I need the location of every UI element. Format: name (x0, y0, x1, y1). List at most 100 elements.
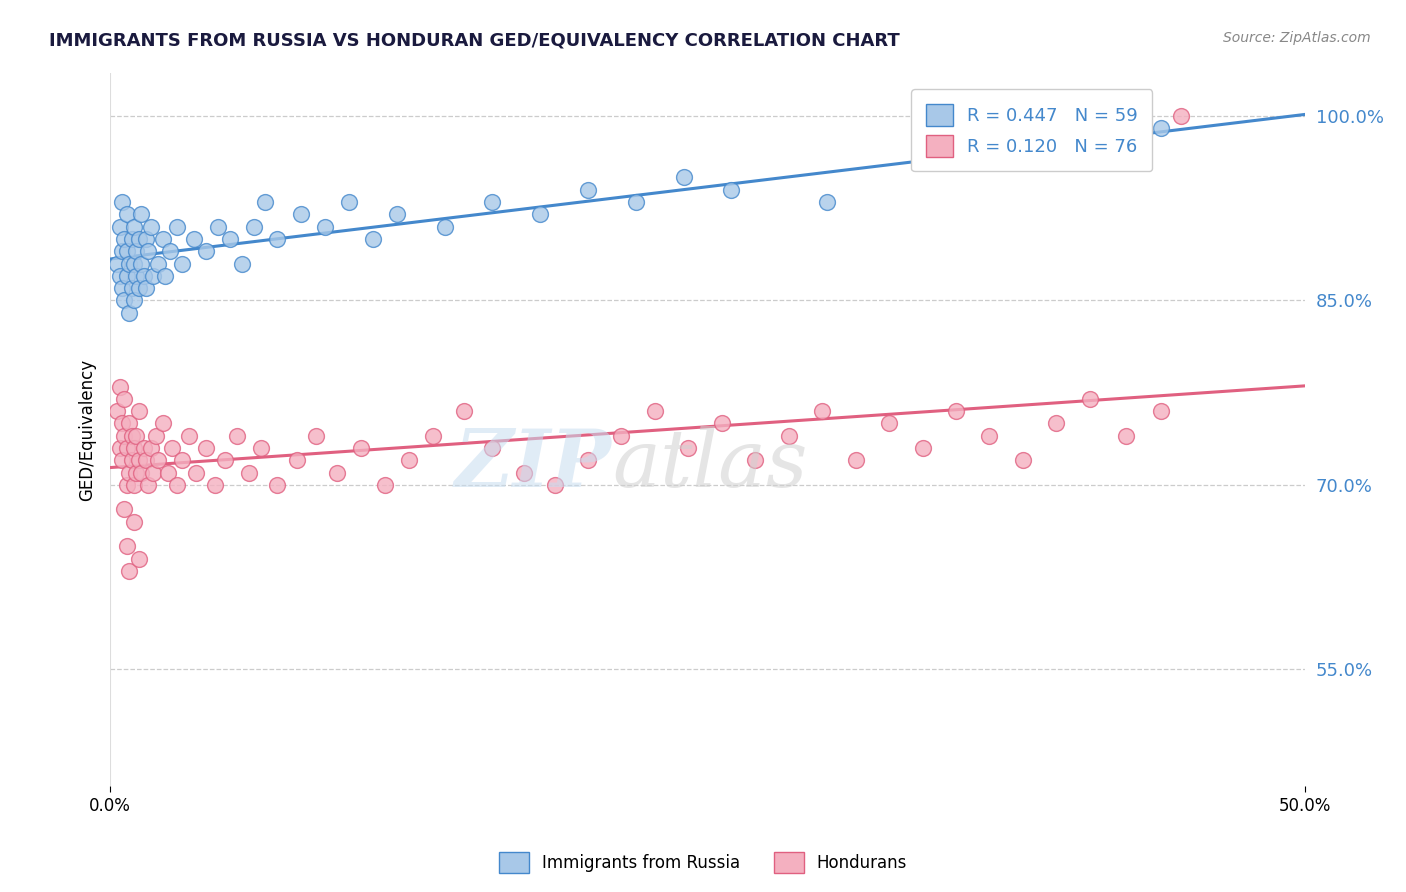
Point (129, 256, 152, 270)
Point (815, 195, 838, 210)
Point (945, 404, 967, 418)
Point (115, 268, 138, 283)
Point (231, 256, 253, 270)
Point (225, 428, 247, 442)
Point (118, 256, 141, 270)
Point (433, 219, 456, 234)
Point (115, 244, 138, 259)
Point (238, 466, 260, 480)
Point (111, 281, 134, 295)
Legend: R = 0.447   N = 59, R = 0.120   N = 76: R = 0.447 N = 59, R = 0.120 N = 76 (911, 89, 1153, 171)
Point (1045, 417, 1067, 431)
Point (108, 379, 131, 393)
Point (512, 466, 534, 480)
Point (135, 453, 157, 467)
Point (146, 256, 169, 270)
Point (142, 268, 165, 283)
Point (125, 244, 148, 259)
Point (979, 428, 1001, 442)
Point (170, 453, 193, 467)
Point (1115, 428, 1137, 442)
Point (672, 170, 695, 185)
Point (125, 268, 148, 283)
Point (139, 219, 162, 234)
Point (720, 183, 742, 197)
Point (111, 417, 134, 431)
Point (152, 417, 174, 431)
Point (108, 441, 131, 455)
Point (610, 428, 633, 442)
Point (644, 404, 666, 418)
Point (128, 404, 150, 418)
Point (350, 441, 373, 455)
Legend: Immigrants from Russia, Hondurans: Immigrants from Russia, Hondurans (492, 846, 914, 880)
Point (422, 428, 444, 442)
Point (214, 453, 236, 467)
Point (678, 441, 700, 455)
Point (305, 428, 328, 442)
Point (132, 268, 155, 283)
Point (156, 466, 179, 480)
Point (146, 453, 169, 467)
Point (166, 219, 188, 234)
Point (183, 232, 205, 246)
Point (125, 428, 148, 442)
Point (128, 232, 150, 246)
Point (254, 195, 277, 210)
Point (121, 453, 143, 467)
Point (1150, 121, 1173, 136)
Point (177, 428, 200, 442)
Point (118, 417, 141, 431)
Point (326, 466, 349, 480)
Point (121, 428, 143, 442)
Point (111, 244, 134, 259)
Point (108, 268, 131, 283)
Point (170, 256, 193, 270)
Point (710, 417, 733, 431)
Point (114, 232, 136, 246)
Point (543, 478, 565, 492)
Point (122, 256, 145, 270)
Point (398, 453, 420, 467)
Point (128, 551, 150, 566)
Point (194, 244, 217, 259)
Text: ZIP: ZIP (456, 426, 612, 504)
Point (135, 281, 157, 295)
Point (122, 293, 145, 308)
Point (845, 453, 868, 467)
Point (128, 453, 150, 467)
Point (145, 428, 167, 442)
Point (266, 478, 288, 492)
Point (132, 441, 155, 455)
Point (118, 306, 141, 320)
Point (115, 540, 138, 554)
Point (242, 219, 264, 234)
Point (105, 256, 128, 270)
Point (128, 281, 150, 295)
Point (152, 232, 174, 246)
Point (529, 207, 551, 221)
Point (129, 207, 152, 221)
Point (744, 453, 766, 467)
Point (1150, 404, 1173, 418)
Point (877, 417, 900, 431)
Point (162, 441, 184, 455)
Point (153, 268, 176, 283)
Point (111, 195, 134, 210)
Point (114, 428, 136, 442)
Point (204, 478, 226, 492)
Point (122, 515, 145, 529)
Point (166, 478, 188, 492)
Point (207, 219, 229, 234)
Point (122, 478, 145, 492)
Point (1007, 145, 1029, 160)
Point (811, 404, 834, 418)
Point (121, 232, 143, 246)
Point (108, 219, 131, 234)
Point (481, 441, 503, 455)
Point (118, 466, 141, 480)
Point (114, 392, 136, 406)
Point (142, 466, 165, 480)
Point (624, 195, 647, 210)
Point (385, 207, 408, 221)
